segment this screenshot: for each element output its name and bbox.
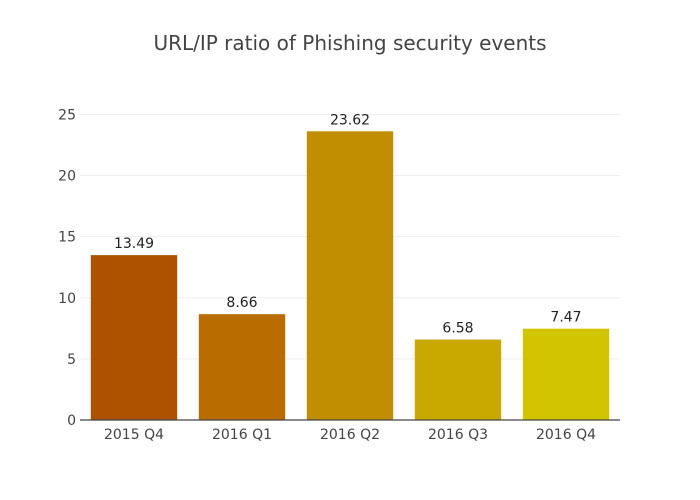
bars bbox=[90, 131, 610, 421]
bar-2016-q3 bbox=[414, 339, 502, 420]
y-tick-label: 0 bbox=[67, 413, 76, 429]
y-tick-label: 5 bbox=[67, 352, 76, 368]
data-labels: 13.49 8.66 23.62 6.58 7.47 bbox=[114, 112, 582, 336]
y-tick-label: 20 bbox=[58, 169, 76, 185]
data-label: 13.49 bbox=[114, 236, 154, 252]
data-label: 6.58 bbox=[442, 321, 473, 337]
x-tick-label: 2016 Q1 bbox=[212, 427, 272, 443]
data-label: 23.62 bbox=[330, 112, 370, 128]
bar-2016-q1 bbox=[198, 314, 286, 420]
data-label: 8.66 bbox=[226, 295, 257, 311]
y-axis-ticks: 0 5 10 15 20 25 bbox=[58, 107, 76, 429]
data-label: 7.47 bbox=[550, 310, 581, 326]
chart-title: URL/IP ratio of Phishing security events bbox=[153, 31, 546, 55]
y-tick-label: 10 bbox=[58, 291, 76, 307]
x-tick-label: 2016 Q3 bbox=[428, 427, 488, 443]
y-tick-label: 25 bbox=[58, 107, 76, 123]
bar-2016-q4 bbox=[522, 328, 610, 420]
y-tick-label: 15 bbox=[58, 230, 76, 246]
x-tick-label: 2016 Q2 bbox=[320, 427, 380, 443]
x-axis-ticks: 2015 Q4 2016 Q1 2016 Q2 2016 Q3 2016 Q4 bbox=[104, 427, 596, 443]
x-tick-label: 2016 Q4 bbox=[536, 427, 596, 443]
x-tick-label: 2015 Q4 bbox=[104, 427, 164, 443]
bar-2015-q4 bbox=[90, 255, 178, 420]
bar-2016-q2 bbox=[306, 131, 394, 421]
